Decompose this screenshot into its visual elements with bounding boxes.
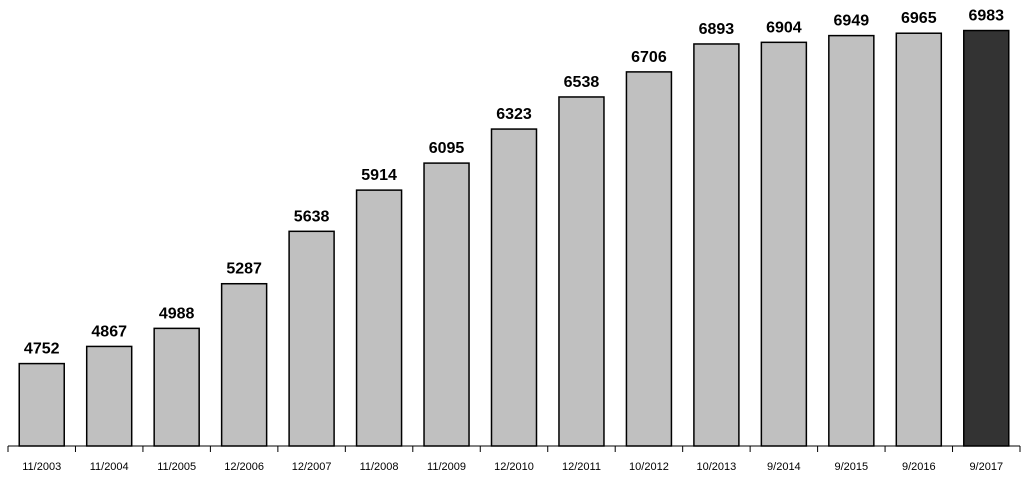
- x-axis-tick-labels: 11/2003 11/2004 11/2005 12/2006 12/2007 11/20…: [22, 461, 1003, 473]
- bar-10-2013: [693, 43, 740, 447]
- x-tick-label: 12/2006: [224, 461, 264, 473]
- bar-9-2016: [895, 32, 943, 447]
- bar-12-2010: [490, 128, 538, 447]
- value-label: 6904: [766, 19, 802, 36]
- bar-11-2004: [85, 345, 133, 447]
- bar-10-2012: [625, 71, 673, 447]
- x-tick-label: 9/2015: [835, 461, 869, 473]
- x-tick-label: 12/2010: [494, 461, 534, 473]
- bar-9-2017: [963, 29, 1010, 447]
- x-tick-label: 11/2008: [360, 461, 399, 473]
- bar-12-2006: [220, 282, 268, 447]
- x-tick-label: 12/2007: [292, 461, 332, 473]
- x-axis-ticks: [7, 446, 1021, 452]
- value-label: 6323: [496, 106, 532, 123]
- value-label: 6949: [834, 13, 870, 30]
- value-label: 5914: [361, 167, 397, 184]
- value-label: 6983: [968, 8, 1004, 25]
- value-labels-group: 4752 4867 4988 5287 5638 5914 6095 6323 6538 6706…: [24, 8, 1004, 358]
- x-tick-label: 9/2017: [969, 461, 1003, 473]
- x-tick-label: 10/2013: [697, 461, 737, 473]
- bar-11-2003: [18, 362, 65, 447]
- bar-12-2011: [558, 96, 605, 447]
- x-tick-label: 11/2004: [90, 461, 129, 473]
- bar-9-2015: [828, 34, 875, 447]
- x-tick-label: 9/2016: [902, 461, 936, 473]
- value-label: 4988: [159, 305, 195, 322]
- value-label: 4867: [91, 323, 127, 340]
- bar-11-2008: [355, 189, 403, 447]
- value-label: 4752: [24, 341, 60, 358]
- value-label: 6893: [699, 21, 735, 38]
- bar-12-2007: [288, 230, 335, 447]
- x-tick-label: 11/2009: [427, 461, 466, 473]
- x-tick-label: 9/2014: [767, 461, 801, 473]
- bar-9-2014: [760, 41, 808, 447]
- x-tick-label: 10/2012: [629, 461, 669, 473]
- bars-group: [18, 29, 1010, 447]
- bar-11-2005: [153, 327, 200, 447]
- x-tick-label: 12/2011: [562, 461, 601, 473]
- value-label: 5287: [226, 261, 262, 278]
- bar-11-2009: [423, 162, 470, 447]
- value-label: 6538: [564, 74, 600, 91]
- x-tick-label: 11/2003: [22, 461, 61, 473]
- value-label: 6965: [901, 10, 937, 27]
- value-label: 6706: [631, 49, 667, 66]
- value-label: 6095: [429, 140, 465, 157]
- x-tick-label: 11/2005: [157, 461, 196, 473]
- value-label: 5638: [294, 208, 330, 225]
